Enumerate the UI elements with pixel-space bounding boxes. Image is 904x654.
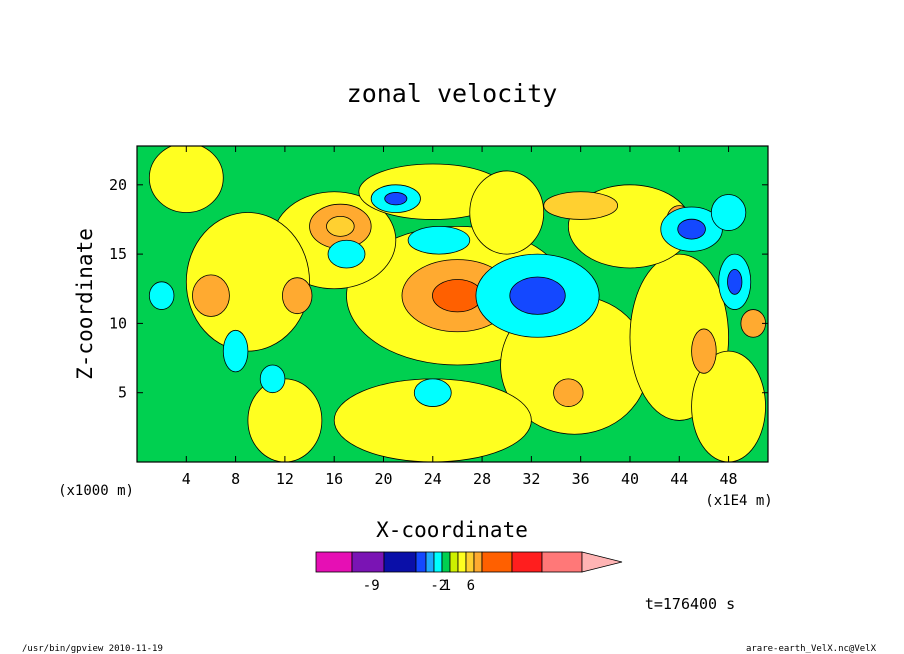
- contour-blob: [543, 191, 619, 220]
- colorbar-swatch: [481, 551, 513, 573]
- colorbar-arrow: [581, 551, 623, 573]
- colorbar-swatch: [457, 551, 467, 573]
- y-axis: 5 10 15 20: [109, 176, 768, 402]
- colorbar-swatch: [425, 551, 435, 573]
- contour-blob-core: [509, 276, 566, 315]
- x-tick-label: 28: [473, 470, 491, 488]
- x-axis: 4 8 12 16 20 24 28 32 36 40 44 48: [182, 146, 738, 488]
- x-tick-label: 20: [374, 470, 392, 488]
- contour-blob: [710, 194, 747, 231]
- contour-blob: [553, 378, 584, 407]
- colorbar-swatch: [541, 551, 583, 573]
- x-tick-label: 36: [572, 470, 590, 488]
- contour-blob-core: [326, 216, 355, 237]
- contour-blob: [691, 328, 717, 374]
- x-tick-label: 4: [182, 470, 191, 488]
- positive-region: [469, 170, 545, 255]
- y-unit-note: (x1000 m): [58, 483, 134, 499]
- footer-left: /usr/bin/gpview 2010-11-19: [22, 644, 163, 654]
- colorbar-swatch: [511, 551, 543, 573]
- colorbar-swatch: [383, 551, 417, 573]
- colorbar-label: 1: [443, 578, 451, 594]
- plot-area: [137, 146, 768, 462]
- footer-right: arare-earth_VelX.nc@VelX: [746, 644, 877, 654]
- contour-blob-core: [677, 218, 706, 240]
- colorbar-swatch: [351, 551, 385, 573]
- time-annotation: t=176400 s: [645, 595, 735, 613]
- x-tick-label: 32: [522, 470, 540, 488]
- y-axis-label: Z-coordinate: [73, 228, 97, 380]
- contour-blobs: [148, 184, 766, 407]
- colorbar-swatch: [465, 551, 475, 573]
- contour-blob: [740, 309, 766, 338]
- colorbar-swatch: [315, 551, 353, 573]
- y-tick-label: 20: [109, 176, 127, 194]
- contour-blob: [413, 378, 452, 407]
- chart-title: zonal velocity: [347, 79, 558, 108]
- contour-blob-core: [727, 268, 743, 295]
- colorbar-label: 6: [467, 578, 475, 594]
- contour-blob: [327, 239, 366, 269]
- contour-blob: [259, 364, 286, 394]
- colorbar-swatch: [449, 551, 459, 573]
- colorbar-label: -2: [430, 578, 447, 594]
- x-tick-label: 16: [325, 470, 343, 488]
- x-tick-label: 48: [720, 470, 738, 488]
- colorbar-swatch: [441, 551, 451, 573]
- contour-blob: [407, 225, 471, 255]
- y-tick-label: 10: [109, 314, 127, 332]
- colorbar: -9 -21 6: [315, 551, 623, 594]
- x-unit-note: (x1E4 m): [705, 493, 772, 509]
- x-tick-label: 44: [670, 470, 688, 488]
- x-tick-label: 8: [231, 470, 240, 488]
- positive-region: [247, 378, 323, 462]
- x-axis-label: X-coordinate: [376, 518, 528, 542]
- contour-blob-core: [384, 192, 408, 206]
- contour-blob: [148, 281, 175, 310]
- colorbar-swatch: [415, 551, 427, 573]
- x-tick-label: 40: [621, 470, 639, 488]
- contour-blob-core: [432, 279, 483, 313]
- y-tick-label: 15: [109, 245, 127, 263]
- x-tick-label: 24: [424, 470, 442, 488]
- x-tick-label: 12: [276, 470, 294, 488]
- plot-frame: [136, 145, 769, 463]
- contour-blob: [222, 329, 249, 373]
- y-tick-label: 5: [118, 384, 127, 402]
- contour-blob: [282, 277, 313, 315]
- colorbar-label: -9: [363, 578, 380, 594]
- contour-blob: [192, 274, 230, 317]
- positive-region: [148, 146, 224, 213]
- colorbar-swatch: [433, 551, 443, 573]
- colorbar-swatch: [473, 551, 483, 573]
